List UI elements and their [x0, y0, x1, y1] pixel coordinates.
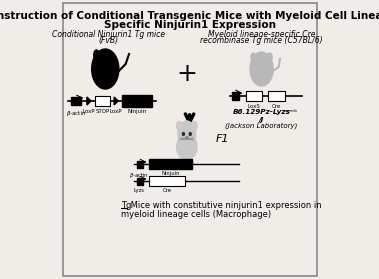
- Ellipse shape: [193, 123, 196, 129]
- FancyBboxPatch shape: [136, 161, 143, 168]
- FancyBboxPatch shape: [268, 91, 285, 101]
- Text: $\beta$-actin: $\beta$-actin: [129, 171, 149, 180]
- Ellipse shape: [192, 121, 197, 131]
- Text: (Jackson Laboratory): (Jackson Laboratory): [226, 122, 298, 129]
- Text: myeloid lineage cells (Macrophage): myeloid lineage cells (Macrophage): [121, 210, 271, 219]
- Ellipse shape: [177, 121, 182, 131]
- Text: STOP: STOP: [96, 109, 110, 114]
- Text: (FvB): (FvB): [99, 36, 119, 45]
- Text: Specific Ninjurin1 Expression: Specific Ninjurin1 Expression: [103, 20, 276, 30]
- Text: LoxP: LoxP: [83, 109, 95, 114]
- Text: Ninjuin: Ninjuin: [161, 171, 180, 176]
- Polygon shape: [114, 97, 118, 105]
- Text: Lyzs: Lyzs: [134, 188, 145, 193]
- FancyBboxPatch shape: [122, 95, 152, 107]
- Text: /J: /J: [259, 117, 264, 123]
- Circle shape: [182, 133, 185, 136]
- Ellipse shape: [185, 137, 188, 139]
- Text: LoxS: LoxS: [248, 104, 260, 109]
- FancyBboxPatch shape: [63, 3, 316, 276]
- Text: F1: F1: [216, 134, 230, 144]
- FancyBboxPatch shape: [95, 96, 110, 106]
- FancyBboxPatch shape: [136, 178, 143, 185]
- Text: Cre: Cre: [163, 188, 172, 193]
- Text: $\beta$-actin: $\beta$-actin: [66, 109, 86, 118]
- FancyBboxPatch shape: [232, 92, 239, 100]
- FancyBboxPatch shape: [149, 159, 192, 169]
- Text: Cre: Cre: [272, 104, 281, 109]
- Text: +: +: [176, 62, 197, 86]
- Text: Conditional Ninjurin1 Tg mice: Conditional Ninjurin1 Tg mice: [52, 30, 165, 39]
- Polygon shape: [87, 97, 91, 105]
- Text: $^{mcreifo}$: $^{mcreifo}$: [284, 109, 299, 114]
- Text: Tg: Tg: [121, 201, 131, 210]
- FancyBboxPatch shape: [149, 176, 185, 186]
- Text: Ninjuin: Ninjuin: [128, 109, 147, 114]
- Text: Myeloid lineage-specific Cre: Myeloid lineage-specific Cre: [208, 30, 315, 39]
- Ellipse shape: [178, 123, 181, 129]
- Circle shape: [178, 121, 196, 147]
- Ellipse shape: [251, 53, 256, 61]
- FancyBboxPatch shape: [246, 91, 262, 101]
- Ellipse shape: [94, 50, 99, 60]
- Text: Mice with constitutive ninjurin1 expression in: Mice with constitutive ninjurin1 express…: [128, 201, 321, 210]
- Circle shape: [92, 49, 119, 89]
- Text: recombinase Tg mice (C57BL/6): recombinase Tg mice (C57BL/6): [200, 36, 323, 45]
- Text: LoxP: LoxP: [110, 109, 122, 114]
- Circle shape: [189, 133, 191, 136]
- Circle shape: [250, 52, 273, 86]
- Text: B6.129Pz-Lyzs: B6.129Pz-Lyzs: [233, 109, 291, 115]
- Ellipse shape: [177, 134, 197, 160]
- FancyBboxPatch shape: [71, 97, 81, 105]
- Text: Construction of Conditional Transgenic Mice with Myeloid Cell Lineage: Construction of Conditional Transgenic M…: [0, 11, 379, 21]
- Ellipse shape: [267, 53, 272, 61]
